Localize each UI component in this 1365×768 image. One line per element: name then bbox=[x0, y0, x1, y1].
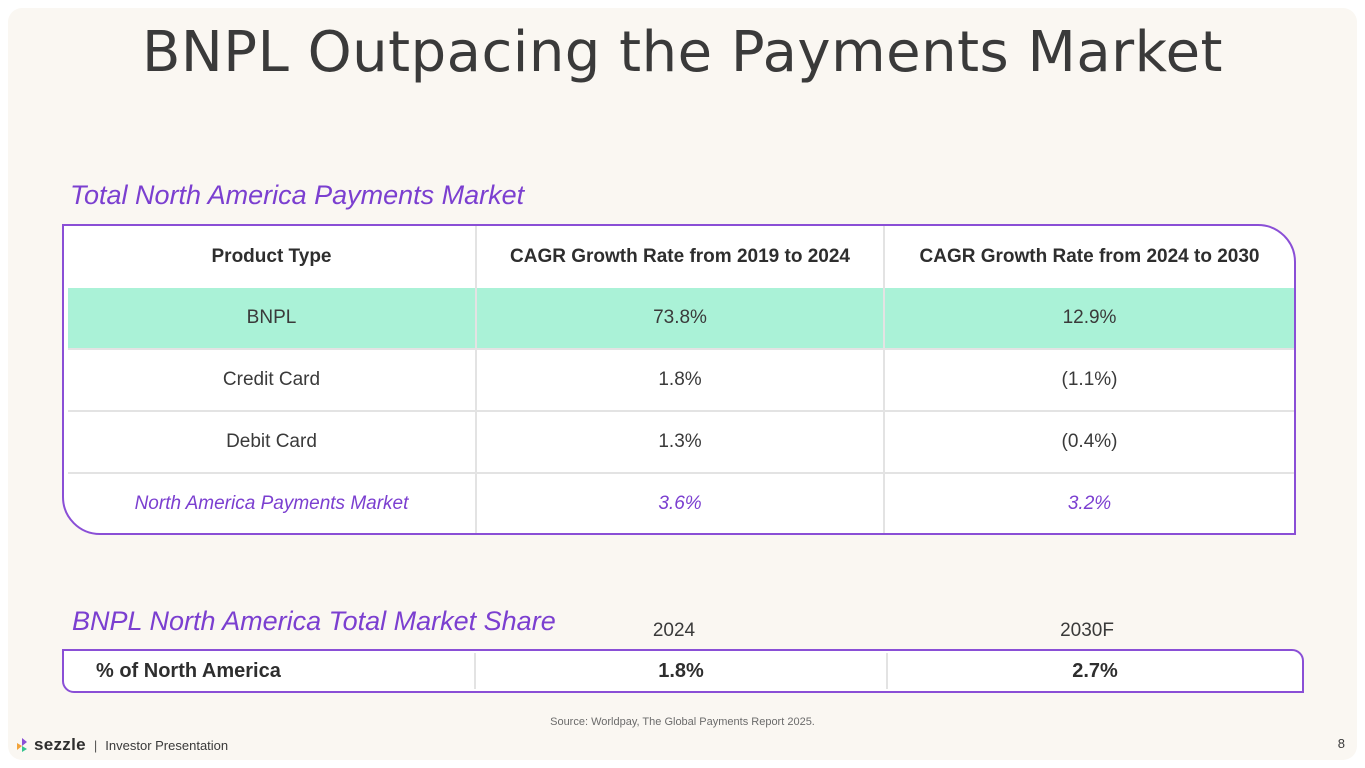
column-divider bbox=[474, 653, 476, 689]
product-cell: BNPL bbox=[68, 288, 476, 349]
column-header-cagr-2019-2024: CAGR Growth Rate from 2019 to 2024 bbox=[475, 226, 884, 288]
year-label-2030f: 2030F bbox=[1060, 620, 1114, 641]
sezzle-logo-icon bbox=[17, 738, 27, 752]
table-header-row: Product Type CAGR Growth Rate from 2019 … bbox=[68, 226, 1294, 288]
footer: sezzle | Investor Presentation bbox=[14, 735, 228, 755]
cagr-2024-2030-cell: (0.4%) bbox=[883, 410, 1294, 473]
column-header-product-type: Product Type bbox=[211, 246, 332, 267]
cagr-table: Product Type CAGR Growth Rate from 2019 … bbox=[68, 226, 1294, 533]
page-title: BNPL Outpacing the Payments Market bbox=[142, 20, 1223, 85]
cagr-2024-2030-cell: 12.9% bbox=[883, 288, 1294, 349]
product-cell: Credit Card bbox=[68, 348, 476, 411]
market-share-table: % of North America 1.8% 2.7% bbox=[62, 649, 1304, 693]
column-divider bbox=[886, 653, 888, 689]
cagr-2019-2024-cell: 1.3% bbox=[475, 410, 884, 473]
section-heading-payments-market: Total North America Payments Market bbox=[70, 180, 525, 210]
column-header-cagr-2024-2030: CAGR Growth Rate from 2024 to 2030 bbox=[883, 226, 1294, 288]
page-number: 8 bbox=[1337, 736, 1345, 751]
section-heading-market-share: BNPL North America Total Market Share bbox=[72, 606, 556, 636]
cagr-2019-2024-cell: 1.8% bbox=[475, 348, 884, 411]
cagr-2024-2030-cell: 3.2% bbox=[883, 472, 1294, 533]
table-row-market-total: North America Payments Market 3.6% 3.2% bbox=[68, 472, 1294, 533]
year-label-2024: 2024 bbox=[652, 620, 696, 641]
product-cell: North America Payments Market bbox=[68, 472, 476, 533]
market-share-row-label: % of North America bbox=[96, 660, 281, 682]
cagr-table-frame: Product Type CAGR Growth Rate from 2019 … bbox=[62, 224, 1296, 535]
footer-label: Investor Presentation bbox=[105, 737, 229, 753]
table-row-bnpl: BNPL 73.8% 12.9% bbox=[68, 288, 1294, 349]
footer-separator: | bbox=[93, 737, 98, 753]
source-note: Source: Worldpay, The Global Payments Re… bbox=[550, 716, 815, 728]
table-row-debit-card: Debit Card 1.3% (0.4%) bbox=[68, 410, 1294, 473]
cagr-2019-2024-cell: 3.6% bbox=[475, 472, 884, 533]
market-share-2024-value: 1.8% bbox=[658, 660, 704, 682]
cagr-2019-2024-cell: 73.8% bbox=[475, 288, 884, 349]
cagr-2024-2030-cell: (1.1%) bbox=[883, 348, 1294, 411]
table-row-credit-card: Credit Card 1.8% (1.1%) bbox=[68, 348, 1294, 411]
brand-name: sezzle bbox=[34, 735, 86, 754]
product-cell: Debit Card bbox=[68, 410, 476, 473]
market-share-2030f-value: 2.7% bbox=[1072, 660, 1118, 682]
